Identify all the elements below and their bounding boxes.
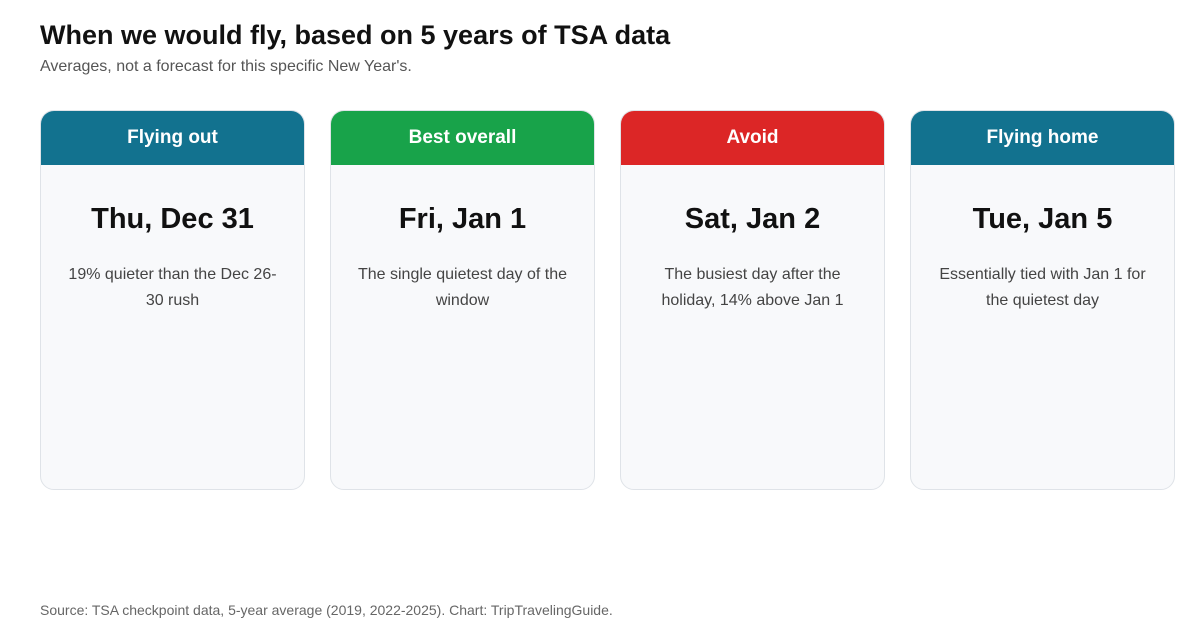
- page-subtitle: Averages, not a forecast for this specif…: [40, 58, 412, 75]
- card-date: Sat, Jan 2: [684, 203, 821, 235]
- card-body: Thu, Dec 31 19% quieter than the Dec 26-…: [41, 165, 304, 314]
- card-description: 19% quieter than the Dec 26-30 rush: [68, 266, 277, 309]
- card-avoid: Avoid Sat, Jan 2 The busiest day after t…: [620, 110, 885, 490]
- card-date: Fri, Jan 1: [398, 203, 527, 235]
- card-header: Avoid: [621, 111, 884, 165]
- card-body: Tue, Jan 5 Essentially tied with Jan 1 f…: [911, 165, 1174, 314]
- card-date: Thu, Dec 31: [91, 203, 254, 235]
- card-description: The single quietest day of the window: [357, 266, 568, 309]
- card-date: Tue, Jan 5: [972, 203, 1113, 235]
- card-flying-out: Flying out Thu, Dec 31 19% quieter than …: [40, 110, 305, 490]
- card-body: Sat, Jan 2 The busiest day after the hol…: [621, 165, 884, 314]
- card-header: Flying out: [41, 111, 304, 165]
- card-flying-home: Flying home Tue, Jan 5 Essentially tied …: [910, 110, 1175, 490]
- card-description: The busiest day after the holiday, 14% a…: [661, 266, 844, 309]
- card-header: Best overall: [331, 111, 594, 165]
- card-header: Flying home: [911, 111, 1174, 165]
- source-note: Source: TSA checkpoint data, 5-year aver…: [40, 602, 613, 618]
- card-best-overall: Best overall Fri, Jan 1 The single quiet…: [330, 110, 595, 490]
- page-title: When we would fly, based on 5 years of T…: [40, 20, 671, 50]
- card-body: Fri, Jan 1 The single quietest day of th…: [331, 165, 594, 314]
- card-description: Essentially tied with Jan 1 for the quie…: [939, 266, 1146, 309]
- cards-row: Flying out Thu, Dec 31 19% quieter than …: [40, 110, 1175, 490]
